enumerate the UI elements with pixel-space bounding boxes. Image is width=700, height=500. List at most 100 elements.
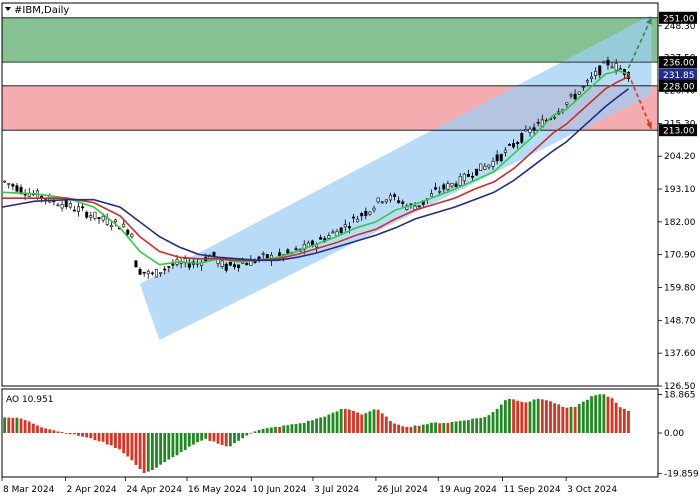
candle-body	[528, 128, 532, 133]
candle-body	[401, 201, 405, 204]
ao-bar	[475, 418, 479, 433]
ao-tick-label: -19.859	[664, 470, 699, 480]
ao-bar	[380, 413, 384, 433]
dropdown-triangle-icon[interactable]	[5, 7, 11, 11]
candle-body	[232, 264, 236, 268]
candle-body	[171, 263, 175, 266]
candle-body	[72, 209, 76, 212]
ao-bar	[434, 422, 437, 433]
ao-bar	[56, 431, 60, 433]
ao-bar	[311, 420, 314, 433]
candle-body	[606, 59, 610, 66]
ao-bar	[175, 433, 179, 456]
ao-bar	[372, 409, 376, 433]
candle-body	[610, 66, 614, 69]
candle-body	[569, 94, 573, 97]
candle-body	[536, 121, 540, 124]
candle-body	[524, 129, 528, 132]
y-tick-label: 182.00	[664, 218, 696, 228]
ao-bar	[327, 414, 331, 433]
ao-bar	[105, 433, 109, 445]
ao-bar	[298, 423, 302, 433]
ao-bar	[187, 433, 191, 447]
ao-bar	[343, 408, 347, 433]
ao-bar	[200, 433, 204, 441]
ao-bar	[109, 433, 113, 446]
ao-bar	[179, 433, 183, 452]
candle-body	[429, 193, 433, 197]
candle-body	[154, 269, 158, 278]
candle-body	[581, 86, 585, 88]
candle-body	[491, 160, 495, 167]
ao-bar	[126, 433, 130, 457]
candle-body	[516, 142, 520, 145]
ao-bar	[302, 423, 306, 433]
ao-tick-label: 18.865	[664, 390, 696, 400]
ao-bar	[27, 421, 31, 433]
candle-body	[397, 200, 401, 203]
ao-bar	[274, 426, 277, 433]
candle-body	[11, 184, 15, 187]
ao-bar	[446, 423, 450, 433]
ao-bar	[458, 420, 462, 433]
ao-bar	[512, 399, 515, 433]
candle-body	[507, 144, 511, 146]
candle-body	[471, 175, 475, 178]
ao-histogram	[3, 394, 630, 473]
candle-body	[85, 211, 89, 218]
moving-average-line	[1, 70, 629, 266]
candle-body	[294, 248, 298, 250]
buy-zone	[2, 17, 658, 63]
ao-bar	[339, 408, 343, 433]
y-tick-label: 126.50	[664, 382, 696, 392]
ao-bar	[397, 424, 401, 433]
ao-bar	[553, 403, 557, 433]
ao-bar	[249, 432, 253, 434]
candle-body	[434, 187, 438, 190]
candle-body	[261, 253, 265, 255]
candle-body	[590, 76, 594, 79]
x-tick-label: 10 Jun 2024	[252, 485, 306, 495]
candle-body	[327, 235, 331, 239]
candle-body	[614, 63, 618, 71]
ao-bar	[294, 424, 298, 433]
candle-body	[19, 187, 23, 193]
candle-body	[347, 226, 351, 229]
ao-bar	[306, 420, 310, 433]
ao-bar	[261, 428, 265, 433]
y-tick-label: 148.70	[664, 316, 696, 326]
candle-body	[142, 271, 146, 274]
ao-bar	[503, 400, 507, 433]
ao-bar	[48, 429, 52, 433]
candle-body	[15, 185, 19, 192]
ao-bar	[31, 423, 35, 433]
candle-body	[228, 261, 232, 266]
ao-bar	[323, 416, 327, 433]
ao-bar	[430, 422, 433, 433]
ao-bar	[544, 400, 548, 433]
x-tick-label: 24 Apr 2024	[126, 485, 182, 495]
price-tag-label: 251.00	[663, 14, 695, 24]
candle-body	[454, 183, 458, 187]
forecast-arrow-down	[627, 73, 653, 130]
ao-bar	[204, 433, 208, 439]
ao-bar	[146, 433, 150, 472]
ao-bar	[114, 433, 117, 448]
candle-body	[77, 206, 81, 212]
ao-bar	[40, 427, 43, 433]
candle-body	[122, 223, 126, 228]
candle-body	[376, 197, 380, 203]
candle-body	[384, 199, 388, 203]
candle-body	[163, 268, 167, 271]
candle-body	[134, 260, 138, 268]
ao-bar	[23, 420, 27, 433]
ao-bar	[606, 396, 610, 433]
candle-body	[351, 216, 355, 219]
candle-body	[553, 116, 557, 119]
x-tick-label: 2 Apr 2024	[67, 485, 117, 495]
candle-body	[237, 264, 241, 268]
forecast-arrow-up	[627, 17, 653, 69]
ao-bar	[278, 426, 282, 433]
candle-body	[286, 249, 290, 254]
ao-bar	[212, 433, 216, 442]
